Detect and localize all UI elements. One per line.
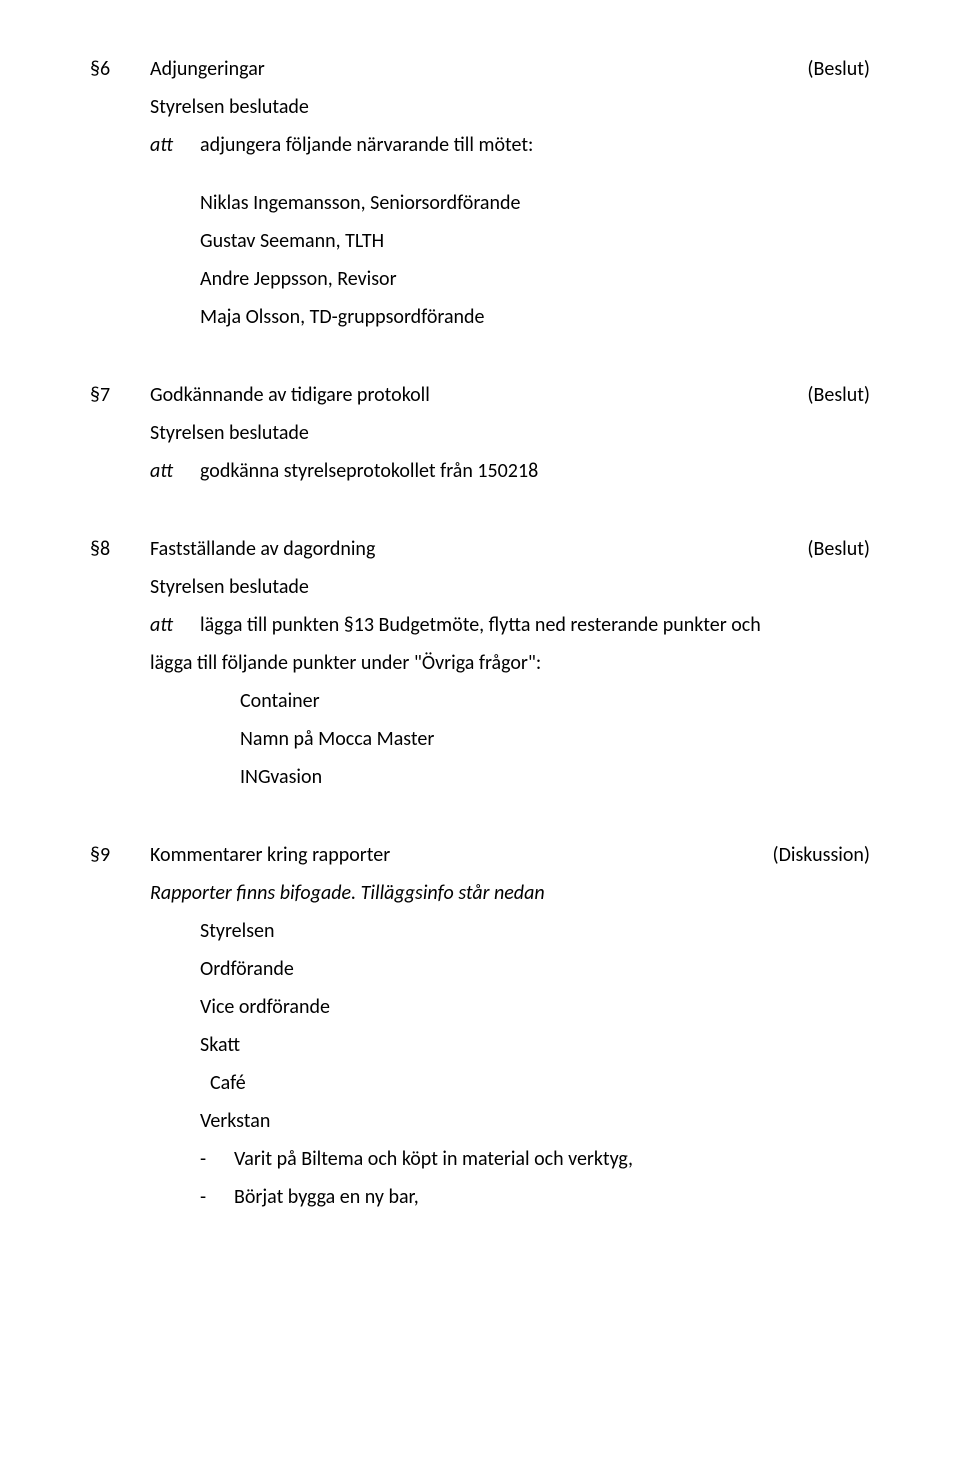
section-number: §9 (90, 836, 120, 874)
role-item: Ordförande (200, 950, 870, 988)
bullet-row: - Varit på Biltema och köpt in material … (200, 1140, 870, 1178)
spacer (90, 164, 870, 184)
subtitle: Rapporter finns bifogade. Tilläggsinfo s… (150, 874, 870, 912)
section-tag: (Beslut) (807, 376, 870, 414)
heading-left: §9 Kommentarer kring rapporter (90, 836, 390, 874)
att-text: godkänna styrelseprotokollet från 150218 (200, 452, 870, 490)
name-item: Gustav Seemann, TLTH (200, 222, 870, 260)
decision-line: Styrelsen beslutade (150, 414, 870, 452)
section-title: Godkännande av tidigare protokoll (150, 376, 430, 414)
section-9: §9 Kommentarer kring rapporter (Diskussi… (90, 836, 870, 1216)
section-8-heading: §8 Fastställande av dagordning (Beslut) (90, 530, 870, 568)
heading-left: §7 Godkännande av tidigare protokoll (90, 376, 430, 414)
decision-line: Styrelsen beslutade (150, 88, 870, 126)
section-8: §8 Fastställande av dagordning (Beslut) … (90, 530, 870, 796)
att-continuation: lägga till följande punkter under "Övrig… (150, 644, 870, 682)
bullet-text: Börjat bygga en ny bar, (234, 1178, 419, 1216)
heading-left: §6 Adjungeringar (90, 50, 265, 88)
role-item: Café (210, 1064, 870, 1102)
section-title: Fastställande av dagordning (150, 530, 375, 568)
decision-line: Styrelsen beslutade (150, 568, 870, 606)
section-7: §7 Godkännande av tidigare protokoll (Be… (90, 376, 870, 490)
dash-icon: - (200, 1140, 210, 1178)
section-tag: (Beslut) (807, 50, 870, 88)
section-number: §8 (90, 530, 120, 568)
role-item: Vice ordförande (200, 988, 870, 1026)
heading-left: §8 Fastställande av dagordning (90, 530, 375, 568)
section-title: Adjungeringar (150, 50, 265, 88)
att-label: att (150, 126, 200, 164)
list-item: Container (240, 682, 870, 720)
section-tag: (Beslut) (807, 530, 870, 568)
name-item: Maja Olsson, TD-gruppsordförande (200, 298, 870, 336)
att-label: att (150, 606, 200, 644)
section-number: §7 (90, 376, 120, 414)
att-text: adjungera följande närvarande till mötet… (200, 126, 870, 164)
name-item: Niklas Ingemansson, Seniorsordförande (200, 184, 870, 222)
section-title: Kommentarer kring rapporter (150, 836, 390, 874)
att-label: att (150, 452, 200, 490)
att-row: att godkänna styrelseprotokollet från 15… (150, 452, 870, 490)
att-text: lägga till punkten §13 Budgetmöte, flytt… (200, 606, 870, 644)
section-number: §6 (90, 50, 120, 88)
name-item: Andre Jeppsson, Revisor (200, 260, 870, 298)
role-item: Skatt (200, 1026, 870, 1064)
section-7-heading: §7 Godkännande av tidigare protokoll (Be… (90, 376, 870, 414)
att-row: att lägga till punkten §13 Budgetmöte, f… (150, 606, 870, 644)
bullet-row: - Börjat bygga en ny bar, (200, 1178, 870, 1216)
section-tag: (Diskussion) (773, 836, 870, 874)
att-row: att adjungera följande närvarande till m… (150, 126, 870, 164)
section-6: §6 Adjungeringar (Beslut) Styrelsen besl… (90, 50, 870, 336)
list-item: Namn på Mocca Master (240, 720, 870, 758)
role-item: Verkstan (200, 1102, 870, 1140)
section-6-heading: §6 Adjungeringar (Beslut) (90, 50, 870, 88)
dash-icon: - (200, 1178, 210, 1216)
list-item: INGvasion (240, 758, 870, 796)
role-item: Styrelsen (200, 912, 870, 950)
bullet-text: Varit på Biltema och köpt in material oc… (234, 1140, 633, 1178)
section-9-heading: §9 Kommentarer kring rapporter (Diskussi… (90, 836, 870, 874)
